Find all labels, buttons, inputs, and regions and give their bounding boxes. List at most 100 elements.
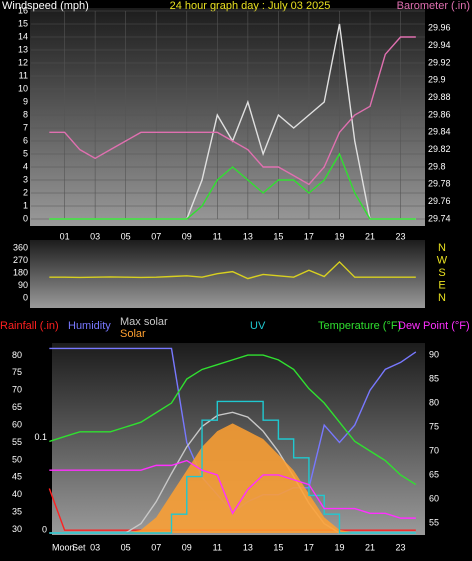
y2-tick-label: 55 bbox=[429, 517, 439, 527]
moon-label: Moon bbox=[52, 542, 75, 552]
x-tick-label: 23 bbox=[396, 231, 406, 241]
y-tick-label: 45 bbox=[12, 472, 22, 482]
y2-tick-label: 60 bbox=[429, 493, 439, 503]
y-tick-label: 10 bbox=[18, 83, 28, 93]
x-tick-label: 09 bbox=[182, 542, 192, 552]
y-tick-label: 30 bbox=[12, 524, 22, 534]
y-tick-label: 11 bbox=[19, 70, 28, 80]
x-tick-label: 21 bbox=[365, 542, 375, 552]
y-tick-label: 80 bbox=[12, 350, 22, 360]
x-tick-label: 03 bbox=[90, 231, 100, 241]
y-tick-label: 13 bbox=[18, 44, 28, 54]
y2-tick-label: 29.86 bbox=[428, 109, 451, 119]
legend-label: Dew Point (°F) bbox=[398, 320, 470, 332]
x-tick-label: 11 bbox=[213, 231, 222, 241]
y-tick-label: 4 bbox=[23, 161, 28, 171]
y2-tick-label: 29.78 bbox=[428, 179, 451, 189]
y-tick-label: 0 bbox=[23, 292, 28, 302]
y-tick-label: 75 bbox=[12, 367, 22, 377]
y2-tick-label: 29.84 bbox=[428, 127, 451, 137]
x-tick-label: 05 bbox=[121, 231, 131, 241]
y-tick-label: 60 bbox=[12, 419, 22, 429]
y3-tick-label: 0.1 bbox=[34, 432, 47, 442]
y-tick-label: 5 bbox=[23, 148, 28, 158]
y2-tick-label: 29.92 bbox=[428, 57, 451, 67]
y-tick-label: 180 bbox=[13, 267, 28, 277]
x-tick-label: 13 bbox=[243, 542, 253, 552]
legend-label: UV bbox=[250, 320, 266, 332]
wind-axis-label: Windspeed (mph) bbox=[2, 0, 89, 12]
y-tick-label: 7 bbox=[23, 122, 28, 132]
y2-tick-label: 65 bbox=[429, 469, 439, 479]
y2-tick-label: 29.74 bbox=[428, 213, 451, 223]
y2-tick-label: 80 bbox=[429, 397, 439, 407]
y-tick-label: 70 bbox=[12, 385, 22, 395]
y-tick-label: 15 bbox=[18, 18, 28, 28]
x-tick-label: 19 bbox=[334, 542, 344, 552]
y2-tick-label: 29.96 bbox=[428, 23, 451, 33]
x-tick-label: 13 bbox=[243, 231, 253, 241]
y2-tick-label: N bbox=[438, 292, 446, 304]
y-tick-label: 9 bbox=[23, 96, 28, 106]
y-tick-label: 50 bbox=[12, 454, 22, 464]
y2-tick-label: N bbox=[438, 242, 446, 254]
x-tick-label: 15 bbox=[273, 542, 283, 552]
y-tick-label: 0 bbox=[23, 213, 28, 223]
y-tick-label: 2 bbox=[23, 187, 28, 197]
y2-tick-label: E bbox=[438, 279, 445, 291]
y2-tick-label: 70 bbox=[429, 445, 439, 455]
x-tick-label: 15 bbox=[273, 231, 283, 241]
series-area bbox=[49, 423, 416, 533]
y-tick-label: 14 bbox=[18, 31, 28, 41]
legend-label: Rainfall (.in) bbox=[0, 320, 59, 332]
x-tick-label: 19 bbox=[334, 231, 344, 241]
x-tick-label: 05 bbox=[121, 542, 131, 552]
series-line bbox=[49, 152, 416, 220]
y2-tick-label: S bbox=[438, 267, 445, 279]
y-tick-label: 270 bbox=[13, 255, 28, 265]
set-label: Set bbox=[72, 542, 86, 552]
y-tick-label: 55 bbox=[12, 437, 22, 447]
legend-label: Temperature (°F) bbox=[318, 320, 401, 332]
barometer-axis-label: Barometer (.in) bbox=[397, 0, 470, 12]
y2-tick-label: 90 bbox=[429, 349, 439, 359]
y3-tick-label: 0 bbox=[42, 525, 47, 535]
series-line bbox=[49, 260, 416, 280]
y-tick-label: 90 bbox=[18, 280, 28, 290]
direction-panel bbox=[30, 240, 425, 308]
series-line bbox=[49, 36, 416, 186]
y2-tick-label: 29.88 bbox=[428, 92, 451, 102]
y2-tick-label: 29.76 bbox=[428, 196, 451, 206]
y-tick-label: 40 bbox=[12, 489, 22, 499]
x-tick-label: 07 bbox=[151, 542, 161, 552]
chart-title: 24 hour graph day : July 03 2025 bbox=[170, 0, 331, 12]
y2-tick-label: 85 bbox=[429, 373, 439, 383]
x-tick-label: 09 bbox=[182, 231, 192, 241]
y2-tick-label: 29.9 bbox=[428, 75, 446, 85]
y-tick-label: 35 bbox=[12, 506, 22, 516]
series-line bbox=[49, 459, 416, 519]
y2-tick-label: 29.82 bbox=[428, 144, 451, 154]
y-tick-label: 360 bbox=[13, 242, 28, 252]
y-tick-label: 6 bbox=[23, 135, 28, 145]
y-tick-label: 8 bbox=[23, 109, 28, 119]
legend-label: Max solar bbox=[120, 316, 168, 328]
x-tick-label: 07 bbox=[151, 231, 161, 241]
series-line bbox=[49, 354, 417, 486]
wind-panel bbox=[30, 8, 425, 226]
series-line bbox=[49, 400, 416, 534]
legend-label: Humidity bbox=[68, 320, 111, 332]
y-tick-label: 3 bbox=[23, 174, 28, 184]
x-tick-label: 17 bbox=[304, 542, 314, 552]
y2-tick-label: 75 bbox=[429, 421, 439, 431]
y-tick-label: 65 bbox=[12, 402, 22, 412]
x-tick-label: 17 bbox=[304, 231, 314, 241]
y2-tick-label: 29.94 bbox=[428, 40, 451, 50]
y-tick-label: 1 bbox=[23, 200, 28, 210]
y2-tick-label: 29.8 bbox=[428, 161, 446, 171]
x-tick-label: 11 bbox=[213, 542, 222, 552]
legend-label: Solar bbox=[120, 328, 146, 340]
x-tick-label: 23 bbox=[396, 542, 406, 552]
x-tick-label: 01 bbox=[60, 231, 70, 241]
